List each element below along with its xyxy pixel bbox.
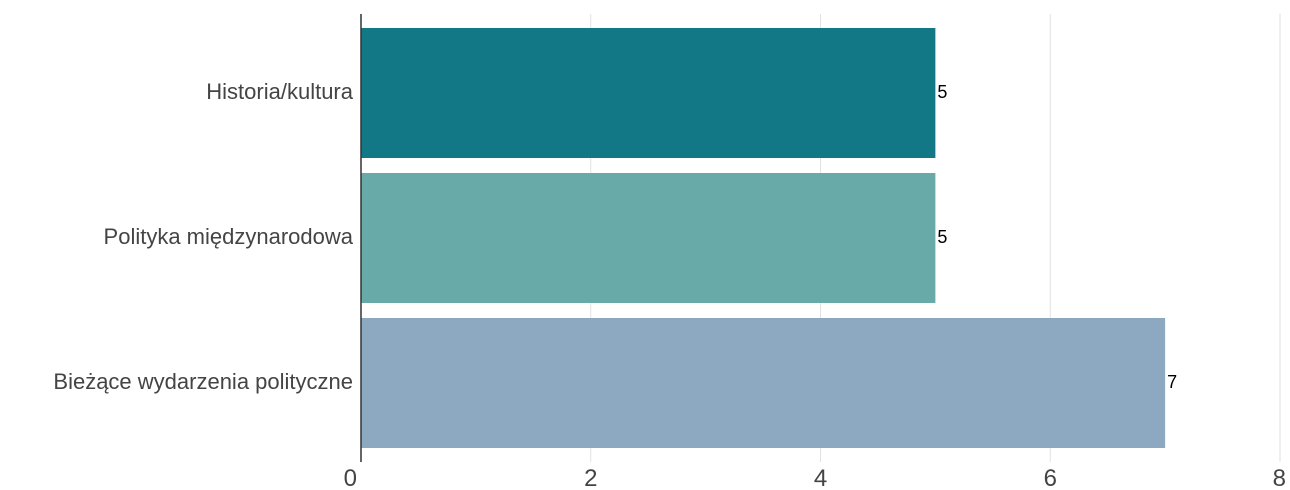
category-label-2: Bieżące wydarzenia polityczne <box>53 369 353 394</box>
bar-2 <box>361 318 1166 448</box>
x-tick-label-0: 0 <box>344 465 357 490</box>
bar-1 <box>361 173 936 303</box>
category-label-1: Polityka międzynarodowa <box>104 224 354 249</box>
data-label-1: 5 <box>937 227 947 247</box>
bar-0 <box>361 28 936 158</box>
labels: Historia/kultura 5 Polityka międzynarodowa… <box>53 79 1286 490</box>
category-label-0: Historia/kultura <box>206 79 353 104</box>
bars <box>361 28 1166 448</box>
x-tick-label-4: 4 <box>814 465 827 490</box>
x-tick-label-8: 8 <box>1273 465 1286 490</box>
x-tick-label-6: 6 <box>1044 465 1057 490</box>
data-label-0: 5 <box>937 82 947 102</box>
data-label-2: 7 <box>1167 372 1177 392</box>
x-tick-label-2: 2 <box>584 465 597 490</box>
